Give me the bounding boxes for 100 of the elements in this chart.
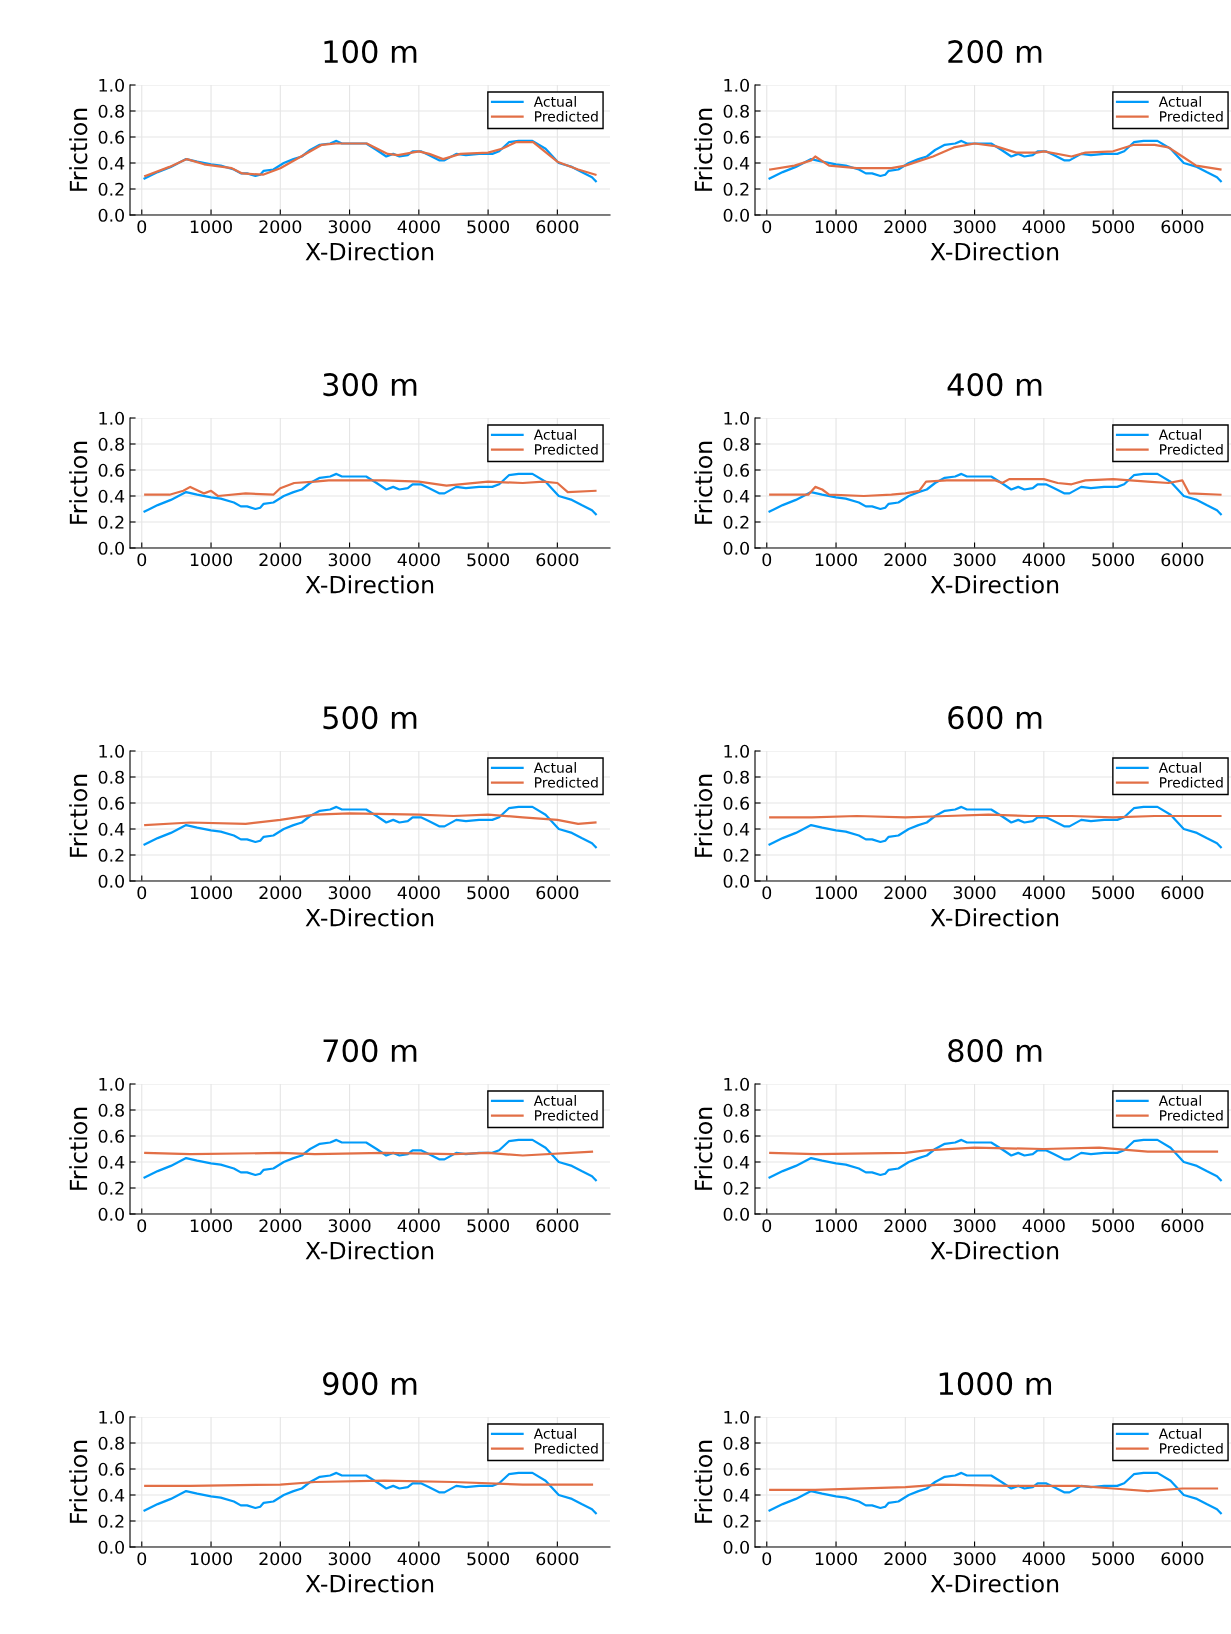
- y-tick-label: 0.0: [723, 1540, 749, 1554]
- x-tick-label: 2000: [884, 553, 927, 567]
- legend-label: Actual: [1158, 762, 1201, 773]
- x-axis-title: X-Direction: [930, 242, 1059, 261]
- y-tick-label: 0.0: [98, 874, 124, 888]
- y-tick-label: 0.4: [98, 156, 125, 170]
- x-tick-label: 5000: [467, 553, 510, 567]
- y-tick-label: 0.8: [98, 770, 124, 784]
- y-tick-label: 1.0: [724, 78, 749, 92]
- x-tick-label: 2000: [259, 220, 302, 234]
- chart-title: 700 m: [323, 1039, 417, 1063]
- line-series: [769, 477, 1222, 498]
- y-tick-label: 0.6: [723, 463, 750, 477]
- y-tick-label: 0.2: [723, 182, 749, 196]
- x-tick-label: 2000: [259, 553, 302, 567]
- x-tick-label: 0: [762, 553, 772, 567]
- y-tick-label: 0.0: [723, 541, 749, 555]
- x-tick-label: 3000: [328, 220, 371, 234]
- line-series: [144, 479, 597, 498]
- x-tick-label: 4000: [1022, 886, 1065, 900]
- x-tick-label: 0: [762, 1219, 772, 1233]
- x-axis-title: X-Direction: [305, 1241, 434, 1260]
- line-series: [143, 472, 597, 516]
- x-tick-label: 4000: [397, 886, 440, 900]
- x-axis-title: X-Direction: [305, 908, 434, 927]
- y-tick-label: 0.4: [98, 1155, 125, 1169]
- x-tick-label: 3000: [953, 886, 996, 900]
- legend-label: Actual: [533, 1095, 576, 1106]
- x-tick-label: 0: [762, 1552, 772, 1566]
- y-tick-label: 0.8: [723, 1436, 749, 1450]
- y-tick-label: 0.6: [98, 130, 125, 144]
- x-tick-label: 1000: [815, 553, 857, 567]
- y-axis-title: Friction: [694, 1440, 713, 1523]
- x-tick-label: 0: [137, 220, 147, 234]
- line-series: [144, 812, 597, 827]
- x-tick-label: 2000: [259, 1219, 302, 1233]
- chart-title: 800 m: [948, 1039, 1042, 1063]
- x-tick-label: 1000: [815, 1552, 857, 1566]
- x-tick-label: 4000: [1022, 1552, 1065, 1566]
- x-tick-label: 6000: [536, 220, 579, 234]
- x-tick-label: 4000: [1022, 553, 1065, 567]
- x-tick-label: 2000: [884, 1219, 927, 1233]
- x-tick-label: 5000: [1092, 220, 1135, 234]
- y-tick-label: 1.0: [724, 1410, 749, 1424]
- x-tick-label: 6000: [1161, 220, 1204, 234]
- x-tick-label: 3000: [953, 220, 996, 234]
- x-tick-label: 2000: [884, 886, 927, 900]
- x-tick-label: 5000: [1092, 886, 1135, 900]
- x-tick-label: 6000: [1161, 1552, 1204, 1566]
- y-tick-label: 0.4: [723, 1155, 750, 1169]
- x-tick-label: 6000: [536, 886, 579, 900]
- x-tick-label: 1000: [815, 886, 857, 900]
- x-tick-label: 5000: [467, 220, 510, 234]
- x-tick-label: 5000: [467, 1552, 510, 1566]
- line-series: [769, 1146, 1219, 1156]
- x-tick-label: 4000: [1022, 1219, 1065, 1233]
- x-axis-title: X-Direction: [305, 1574, 434, 1593]
- x-tick-label: 3000: [953, 1219, 996, 1233]
- x-tick-label: 5000: [467, 886, 510, 900]
- legend-label: Predicted: [535, 776, 598, 788]
- chart-title: 400 m: [947, 373, 1042, 397]
- x-tick-label: 3000: [953, 1552, 996, 1566]
- y-tick-label: 1.0: [99, 1410, 124, 1424]
- line-series: [768, 139, 1222, 183]
- y-tick-label: 0.6: [723, 1462, 750, 1476]
- x-tick-label: 6000: [1161, 553, 1204, 567]
- y-tick-label: 0.6: [723, 1129, 750, 1143]
- x-axis-title: X-Direction: [305, 575, 434, 594]
- y-tick-label: 1.0: [724, 411, 749, 425]
- legend-label: Actual: [1158, 1428, 1201, 1439]
- x-tick-label: 3000: [328, 1552, 371, 1566]
- x-tick-label: 5000: [467, 1219, 510, 1233]
- x-tick-label: 1000: [190, 1219, 232, 1233]
- x-tick-label: 5000: [1092, 1219, 1135, 1233]
- y-axis-title: Friction: [69, 441, 88, 524]
- x-tick-label: 6000: [1161, 1219, 1204, 1233]
- y-tick-label: 1.0: [99, 411, 124, 425]
- x-tick-label: 0: [137, 553, 147, 567]
- y-tick-label: 0.4: [98, 1488, 125, 1502]
- legend-label: Actual: [533, 96, 576, 107]
- y-tick-label: 0.6: [98, 463, 125, 477]
- y-tick-label: 0.0: [723, 1207, 749, 1221]
- y-tick-label: 0.2: [98, 1181, 124, 1195]
- y-tick-label: 0.2: [723, 1514, 749, 1528]
- line-series: [143, 1138, 597, 1182]
- x-tick-label: 1000: [190, 886, 232, 900]
- y-tick-label: 0.2: [723, 848, 749, 862]
- y-tick-label: 0.4: [723, 1488, 750, 1502]
- legend-label: Predicted: [1160, 1109, 1223, 1121]
- y-tick-label: 0.6: [723, 796, 750, 810]
- y-tick-label: 0.8: [723, 437, 749, 451]
- y-tick-label: 0.0: [98, 208, 124, 222]
- y-tick-label: 0.0: [98, 1207, 124, 1221]
- y-axis-title: Friction: [694, 774, 713, 857]
- x-tick-label: 0: [137, 886, 147, 900]
- x-axis-title: X-Direction: [930, 1241, 1059, 1260]
- line-series: [768, 472, 1222, 516]
- y-tick-label: 1.0: [724, 1077, 749, 1091]
- chart-title: 900 m: [323, 1372, 417, 1396]
- y-tick-label: 0.4: [723, 156, 750, 170]
